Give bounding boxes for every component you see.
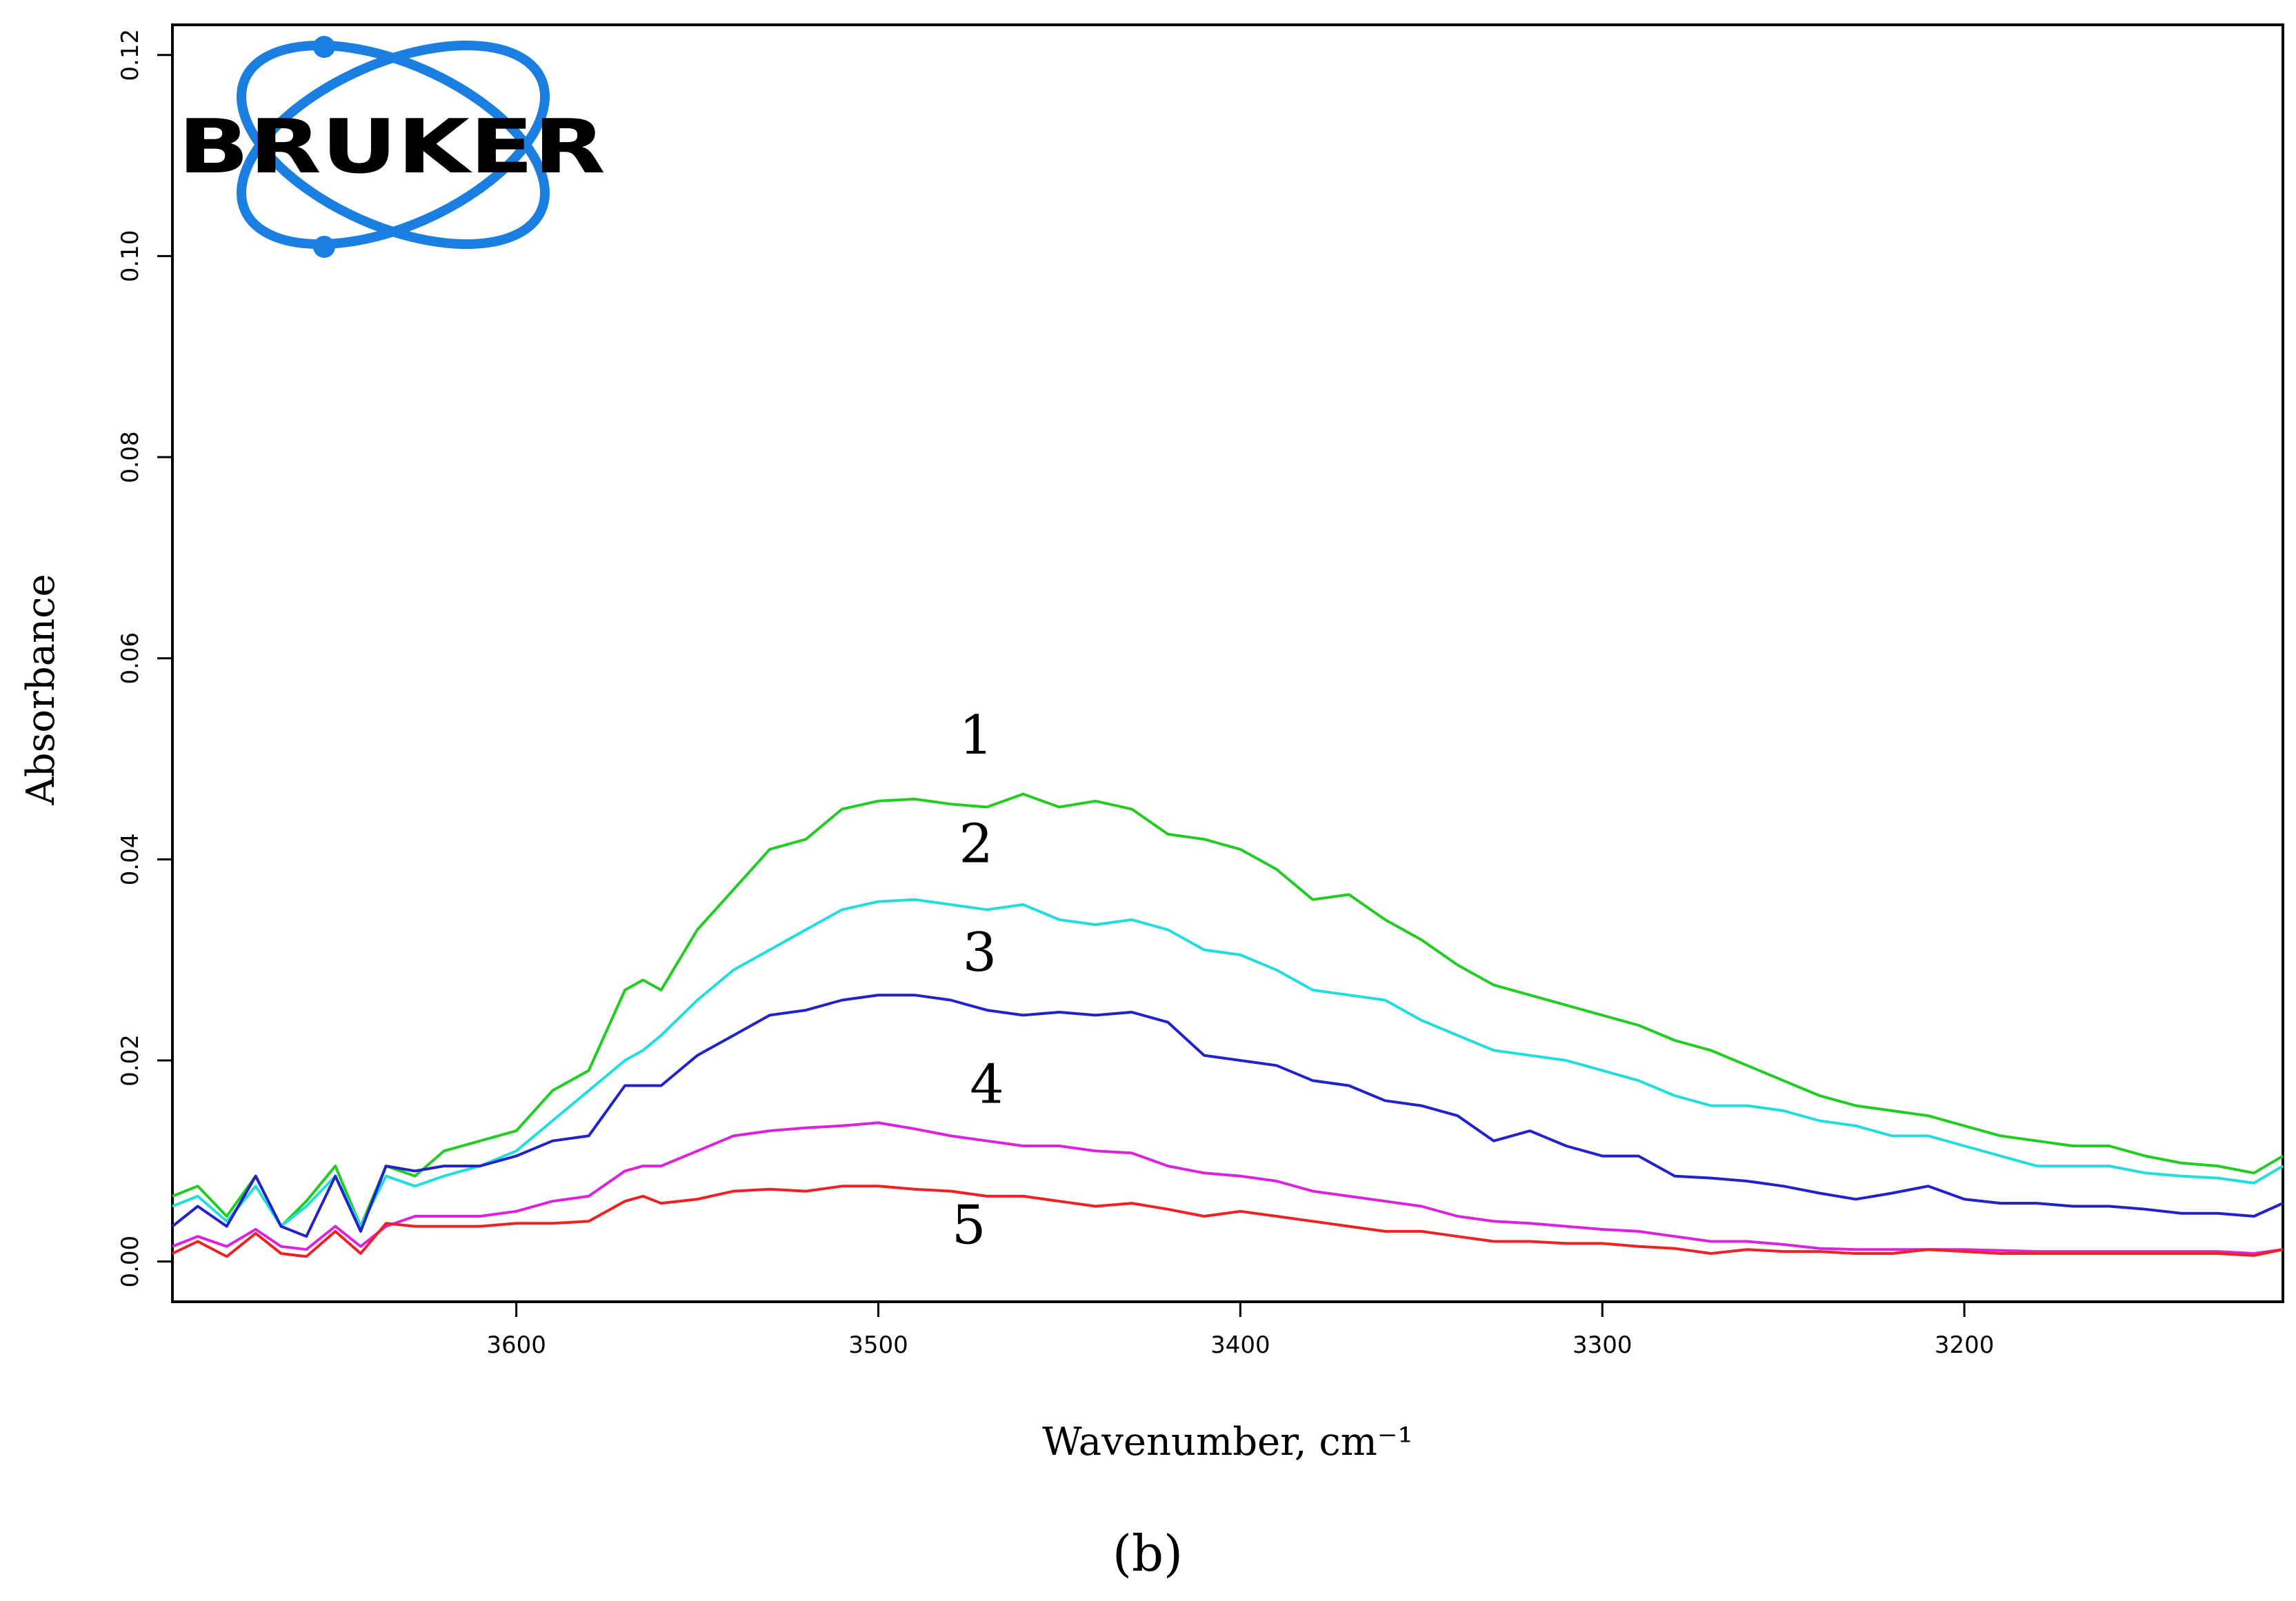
x-tick-label: 3600: [486, 1331, 546, 1359]
y-tick-label: 0.06: [117, 632, 144, 685]
x-tick-label: 3200: [1935, 1331, 1995, 1359]
y-tick-label: 0.10: [117, 230, 144, 283]
atom-orbit-icon: [237, 40, 550, 250]
series-line-2: [172, 898, 2284, 1228]
x-tick-label: 3400: [1210, 1331, 1270, 1359]
bruker-logo-text: BRUKER: [178, 104, 606, 190]
series-line-3: [171, 994, 2284, 1238]
series-line-4: [172, 1121, 2284, 1255]
y-tick-label: 0.12: [117, 29, 144, 81]
y-tick-label: 0.00: [117, 1236, 144, 1288]
curve-label-2: 2: [959, 814, 993, 876]
curve-label-4: 4: [970, 1054, 1004, 1116]
panel-label: (b): [1112, 1524, 1183, 1582]
x-axis-title: Wavenumber, cm⁻¹: [1042, 1420, 1413, 1464]
y-tick-label: 0.04: [117, 834, 144, 886]
curve-label-3: 3: [963, 922, 997, 984]
series-line-1: [172, 792, 2284, 1228]
plot-frame: [171, 23, 2284, 1303]
bruker-logo: BRUKER: [178, 36, 606, 258]
curve-label-1: 1: [959, 705, 993, 767]
curve-number-labels: 1 2 3 4 5: [952, 705, 1004, 1256]
curve-label-5: 5: [952, 1194, 986, 1256]
y-axis-title: Absorbance: [19, 574, 63, 805]
x-axis-ticks: 3600 3500 3400 3300 3200: [486, 1302, 1994, 1359]
y-tick-label: 0.02: [117, 1034, 144, 1087]
y-tick-label: 0.08: [117, 431, 144, 483]
atom-electron-bottom-icon: [313, 236, 335, 258]
y-axis-ticks: 0.00 0.02 0.04 0.06 0.08 0.10 0.12: [117, 29, 172, 1288]
x-tick-label: 3300: [1573, 1331, 1633, 1359]
spectra-series: [171, 792, 2284, 1258]
x-tick-label: 3500: [848, 1331, 908, 1359]
series-line-5: [172, 1185, 2284, 1258]
atom-electron-top-icon: [313, 36, 335, 58]
